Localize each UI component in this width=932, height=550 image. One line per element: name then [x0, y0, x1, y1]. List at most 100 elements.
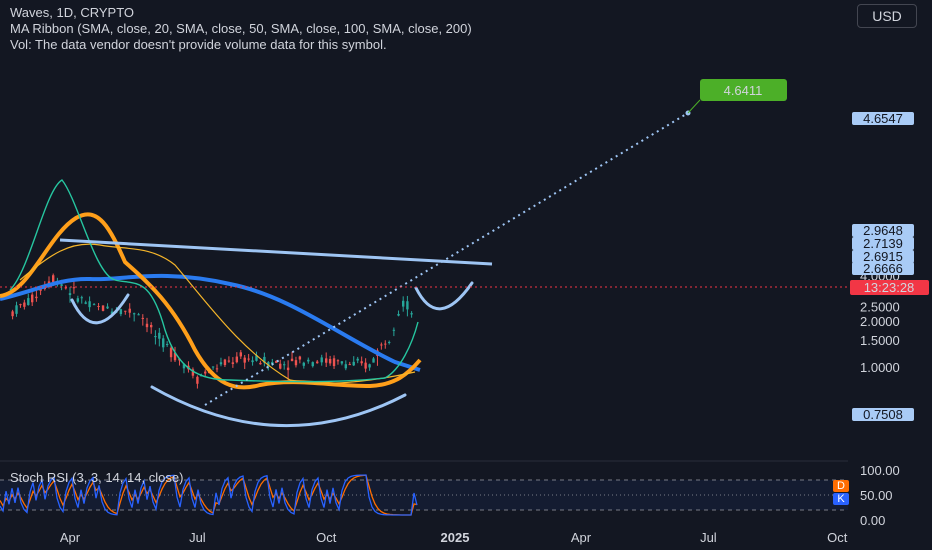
candle-body: [80, 297, 83, 299]
candle-body: [182, 364, 186, 369]
target-projection-line: [204, 112, 689, 406]
candle-body: [124, 310, 127, 312]
candle-body: [169, 347, 173, 358]
target-connector: [687, 99, 701, 114]
candle-body: [372, 358, 375, 363]
candle-body: [231, 362, 235, 364]
candle-body: [348, 364, 351, 366]
price-level-label: 2.9648: [863, 223, 903, 238]
countdown-label: 13:23:28: [864, 280, 915, 295]
candle-body: [307, 359, 310, 362]
price-tick-label: 2.0000: [860, 314, 900, 329]
price-tick-label: 1.5000: [860, 333, 900, 348]
time-axis-label: Oct: [827, 530, 848, 545]
candle-body: [360, 361, 363, 364]
candle-body: [64, 287, 67, 289]
candle-body: [150, 324, 153, 328]
price-level-tag: [852, 262, 914, 275]
candle-body: [243, 357, 246, 363]
target-tag-box: [700, 79, 787, 101]
candle-body: [145, 323, 149, 328]
candle-body: [227, 360, 231, 362]
candle-body: [27, 298, 30, 306]
candle-body: [162, 338, 165, 348]
candle-body: [384, 343, 387, 345]
candle-body: [392, 329, 396, 331]
candle-body: [336, 360, 340, 362]
candle-body: [97, 306, 100, 308]
candle-body: [19, 304, 22, 306]
candle-body: [132, 313, 136, 315]
candle-body: [110, 311, 114, 315]
candle-body: [325, 358, 328, 363]
candle-body: [137, 314, 140, 316]
candle-body: [344, 364, 347, 369]
candle-body: [251, 360, 254, 363]
price-level-tag: [852, 237, 914, 250]
candle-body: [247, 358, 250, 360]
candle-body: [223, 359, 227, 366]
candle-body: [388, 341, 391, 343]
right-shoulder-drawing: [414, 281, 474, 311]
candle-body: [352, 361, 355, 366]
candle-body: [279, 363, 282, 369]
candle-body: [119, 309, 123, 315]
time-axis-label: 2025: [441, 530, 470, 545]
price-candles: [11, 273, 413, 389]
time-axis-label: Oct: [316, 530, 337, 545]
candle-body: [101, 305, 105, 311]
candle-body: [52, 275, 55, 282]
price-level-tag: [852, 112, 914, 125]
candle-body: [235, 356, 239, 363]
candle-body: [239, 352, 242, 357]
candle-body: [340, 361, 344, 364]
candle-body: [298, 356, 302, 360]
candle-body: [154, 336, 157, 338]
price-level-label: 2.7139: [863, 236, 903, 251]
price-level-tag: [852, 224, 914, 237]
candle-body: [72, 287, 76, 289]
ma50-line: [19, 243, 416, 384]
candle-body: [158, 332, 161, 339]
candle-body: [15, 305, 18, 314]
price-level-label: 4.6547: [863, 111, 903, 126]
ma20-line: [9, 179, 419, 383]
candle-body: [302, 362, 305, 366]
candle-body: [31, 294, 34, 303]
candle-body: [380, 344, 383, 346]
candle-body: [406, 301, 409, 310]
ma100-line: [0, 212, 422, 390]
candle-body: [39, 289, 42, 291]
candle-body: [76, 298, 80, 302]
stoch-k-badge: K: [833, 493, 849, 505]
symbol-legend[interactable]: Waves, 1D, CRYPTO: [10, 5, 135, 20]
neckline-drawing: [59, 238, 493, 266]
price-tick-label: 1.0000: [860, 360, 900, 375]
candle-body: [173, 352, 177, 361]
candle-body: [294, 360, 298, 366]
candle-body: [35, 296, 38, 299]
time-axis-label: Jul: [700, 530, 717, 545]
candle-body: [255, 355, 258, 361]
currency-button[interactable]: USD: [857, 4, 917, 28]
candle-body: [402, 300, 405, 307]
head-drawing: [150, 385, 407, 428]
candle-body: [283, 364, 286, 366]
candle-body: [165, 344, 169, 346]
candle-body: [128, 308, 131, 313]
candle-body: [259, 362, 262, 365]
candle-body: [286, 367, 290, 371]
candle-body: [356, 358, 359, 361]
candle-body: [316, 361, 319, 364]
candle-body: [106, 306, 109, 309]
candle-body: [215, 368, 219, 370]
candle-body: [275, 360, 278, 363]
ma-ribbon-legend[interactable]: MA Ribbon (SMA, close, 20, SMA, close, 5…: [10, 21, 472, 36]
stoch-tick-label: 0.00: [860, 513, 885, 528]
time-axis-label: Apr: [60, 530, 81, 545]
candle-body: [332, 358, 336, 367]
price-level-label: 2.6915: [863, 249, 903, 264]
candle-body: [263, 356, 266, 363]
